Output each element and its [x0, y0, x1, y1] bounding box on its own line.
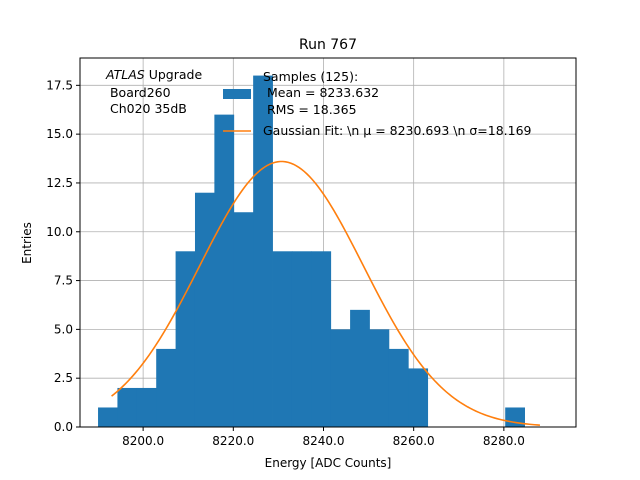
legend-fit-label: Gaussian Fit: \n μ = 8230.693 \n σ=18.16…: [263, 123, 532, 138]
x-tick-label-1: 8220.0: [212, 434, 254, 448]
histogram-bars: [98, 75, 525, 428]
histogram-bar-8: [253, 75, 273, 428]
histogram-bar-13: [350, 309, 370, 427]
x-tick-label-4: 8280.0: [483, 434, 525, 448]
y-axis-label: Entries: [20, 222, 34, 264]
annotation-board: Board260: [106, 85, 171, 100]
atlas-annotation: ATLAS Upgrade Board260 Ch020 35dB: [105, 67, 202, 116]
plot-frame: [79, 57, 577, 428]
annotation-channel: Ch020 35dB: [106, 101, 187, 116]
y-tick-label-4: 10.0: [46, 225, 73, 239]
x-tick-label-3: 8260.0: [393, 434, 435, 448]
histogram-bar-7: [233, 212, 254, 427]
histogram-bar-9: [272, 251, 293, 427]
axis-ticks: 8200.0 8220.0 8240.0 8260.0 8280.0 0.0 2.5 5.0 7…: [46, 78, 525, 448]
histogram-bar-3: [156, 348, 176, 427]
y-tick-label-0: 0.0: [54, 420, 73, 434]
y-tick-label-2: 5.0: [54, 322, 73, 336]
histogram-bar-2: [136, 387, 157, 427]
histogram-bar-4: [175, 251, 196, 427]
histogram-bar-16: [408, 368, 429, 427]
histogram-bar-1: [117, 387, 138, 427]
histogram-bar-12: [330, 329, 351, 427]
legend: Samples (125): Mean = 8233.632 RMS = 18.…: [223, 69, 532, 138]
annotation-upgrade: Upgrade: [145, 67, 203, 82]
gaussian-fit-curve: [111, 160, 540, 426]
histogram-bar-15: [388, 348, 409, 427]
histogram-bar-5: [194, 192, 215, 427]
histogram-bar-6: [214, 114, 235, 427]
x-axis-label: Energy [ADC Counts]: [265, 456, 392, 470]
histogram-bar-10: [291, 251, 312, 427]
legend-hist-line-3: RMS = 18.365: [263, 102, 357, 117]
chart-title: Run 767: [299, 37, 357, 53]
y-tick-label-1: 2.5: [54, 371, 73, 385]
x-tick-label-0: 8200.0: [122, 434, 164, 448]
histogram-bar-14: [369, 329, 390, 427]
legend-hist-line-1: Samples (125):: [263, 69, 358, 84]
histogram-bar-11: [311, 251, 332, 427]
y-tick-label-6: 15.0: [46, 127, 73, 141]
annotation-atlas: ATLAS: [105, 67, 145, 82]
y-tick-label-5: 12.5: [46, 176, 73, 190]
svg-text:ATLAS Upgrade: ATLAS Upgrade: [105, 67, 202, 82]
x-tick-label-2: 8240.0: [302, 434, 344, 448]
y-tick-label-3: 7.5: [54, 274, 73, 288]
y-tick-label-7: 17.5: [46, 78, 73, 92]
legend-hist-line-2: Mean = 8233.632: [263, 85, 379, 100]
legend-hist-swatch: [223, 89, 251, 99]
histogram-bar-0: [98, 407, 118, 427]
